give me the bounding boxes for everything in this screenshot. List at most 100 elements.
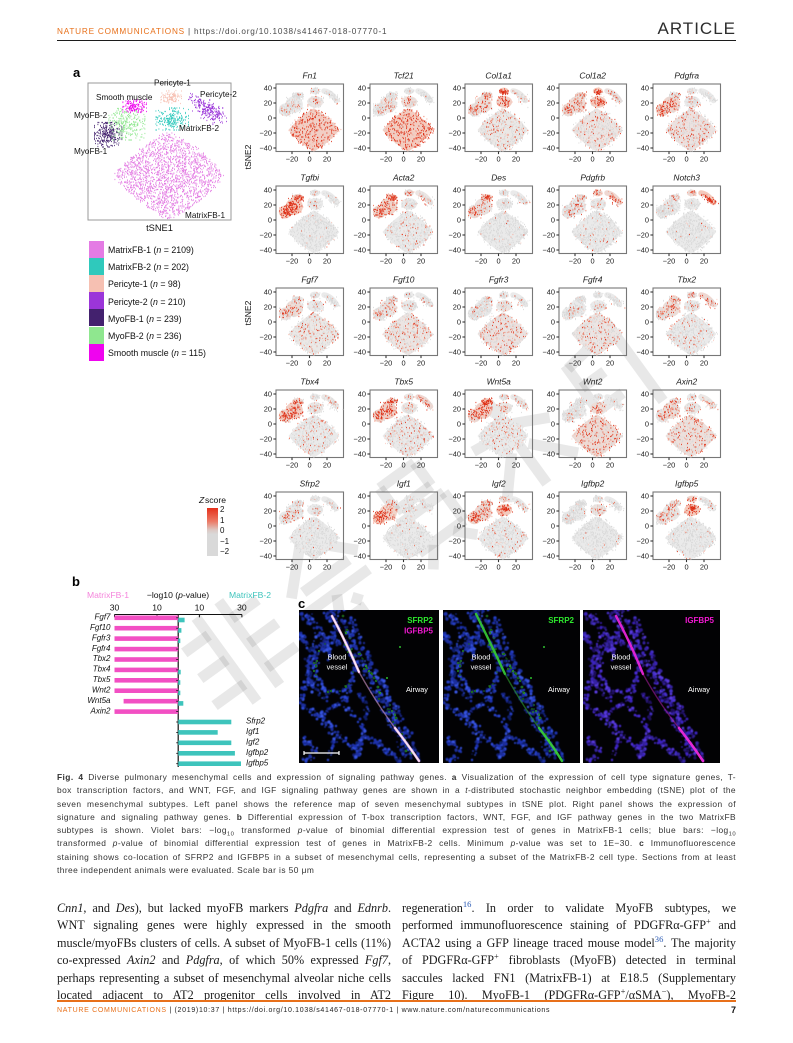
svg-text:−20: −20 (354, 435, 367, 444)
svg-text:−40: −40 (259, 552, 272, 561)
svg-text:20: 20 (606, 257, 614, 266)
svg-text:20: 20 (606, 155, 614, 164)
svg-text:−20: −20 (663, 257, 676, 266)
svg-text:20: 20 (511, 155, 519, 164)
svg-text:40: 40 (641, 186, 649, 195)
svg-text:IGFBP5: IGFBP5 (685, 616, 714, 625)
svg-text:40: 40 (547, 492, 555, 501)
svg-text:0: 0 (402, 359, 406, 368)
svg-text:0: 0 (268, 420, 272, 429)
svg-text:−20: −20 (474, 563, 487, 572)
svg-text:Notch3: Notch3 (673, 173, 700, 183)
svg-text:Pericyte-1: Pericyte-1 (154, 79, 191, 88)
svg-text:−20: −20 (286, 257, 299, 266)
svg-text:20: 20 (641, 303, 649, 312)
svg-text:Igfbp5: Igfbp5 (246, 758, 269, 767)
svg-text:20: 20 (417, 461, 425, 470)
svg-text:−20: −20 (354, 537, 367, 546)
svg-text:−20: −20 (286, 155, 299, 164)
svg-text:20: 20 (323, 461, 331, 470)
svg-text:0: 0 (551, 522, 555, 531)
svg-text:0: 0 (362, 522, 366, 531)
svg-text:Tbx2: Tbx2 (93, 654, 111, 663)
svg-text:0: 0 (590, 461, 594, 470)
svg-text:Col1a2: Col1a2 (579, 71, 606, 81)
svg-text:0: 0 (307, 461, 311, 470)
svg-text:−40: −40 (354, 552, 367, 561)
svg-text:20: 20 (547, 303, 555, 312)
svg-text:0: 0 (456, 318, 460, 327)
svg-text:40: 40 (358, 186, 366, 195)
svg-text:−20: −20 (259, 435, 272, 444)
svg-text:0: 0 (496, 563, 500, 572)
svg-text:20: 20 (452, 507, 460, 516)
svg-text:MatrixFB-2: MatrixFB-2 (179, 124, 219, 133)
svg-text:30: 30 (237, 603, 247, 613)
svg-text:0: 0 (307, 155, 311, 164)
svg-text:−20: −20 (663, 155, 676, 164)
svg-text:20: 20 (606, 359, 614, 368)
svg-text:Igf2: Igf2 (246, 738, 260, 747)
svg-text:40: 40 (641, 390, 649, 399)
svg-text:20: 20 (511, 563, 519, 572)
svg-text:0: 0 (402, 257, 406, 266)
svg-text:−20: −20 (663, 461, 676, 470)
svg-text:0: 0 (362, 114, 366, 123)
svg-text:−20: −20 (568, 359, 581, 368)
svg-text:−20: −20 (474, 359, 487, 368)
svg-text:20: 20 (452, 99, 460, 108)
svg-text:Axin2: Axin2 (675, 377, 697, 387)
svg-text:−20: −20 (568, 563, 581, 572)
svg-text:20: 20 (323, 155, 331, 164)
svg-text:−40: −40 (354, 348, 367, 357)
svg-text:20: 20 (452, 303, 460, 312)
svg-text:20: 20 (358, 405, 366, 414)
svg-text:Blood: Blood (471, 653, 490, 662)
svg-text:20: 20 (264, 303, 272, 312)
svg-text:Wnt5a: Wnt5a (486, 377, 511, 387)
svg-text:Igfbp2: Igfbp2 (581, 479, 605, 489)
svg-text:0: 0 (496, 155, 500, 164)
svg-text:0: 0 (684, 461, 688, 470)
svg-text:Fgfr3: Fgfr3 (488, 275, 508, 285)
svg-text:20: 20 (641, 405, 649, 414)
svg-text:40: 40 (547, 390, 555, 399)
svg-text:0: 0 (551, 318, 555, 327)
svg-text:20: 20 (511, 257, 519, 266)
svg-text:−40: −40 (636, 450, 649, 459)
svg-text:−20: −20 (636, 333, 649, 342)
svg-text:20: 20 (641, 201, 649, 210)
svg-text:20: 20 (417, 563, 425, 572)
svg-text:vessel: vessel (611, 663, 632, 672)
svg-text:Wnt2: Wnt2 (92, 685, 111, 694)
svg-text:−20: −20 (636, 231, 649, 240)
svg-text:0: 0 (456, 522, 460, 531)
svg-text:0: 0 (645, 318, 649, 327)
svg-text:Col1a1: Col1a1 (485, 71, 512, 81)
svg-text:0: 0 (362, 318, 366, 327)
svg-text:0: 0 (362, 420, 366, 429)
svg-text:−20: −20 (286, 461, 299, 470)
svg-text:Tbx5: Tbx5 (395, 377, 414, 387)
svg-text:−20: −20 (636, 435, 649, 444)
svg-text:0: 0 (307, 359, 311, 368)
svg-text:40: 40 (452, 390, 460, 399)
svg-text:20: 20 (358, 201, 366, 210)
svg-text:0: 0 (402, 461, 406, 470)
svg-text:40: 40 (358, 492, 366, 501)
svg-text:40: 40 (264, 492, 272, 501)
svg-text:20: 20 (264, 405, 272, 414)
svg-text:Acta2: Acta2 (392, 173, 415, 183)
svg-text:20: 20 (264, 507, 272, 516)
svg-text:0: 0 (684, 155, 688, 164)
svg-text:0: 0 (590, 155, 594, 164)
svg-text:Fgfr4: Fgfr4 (92, 644, 111, 653)
svg-text:Fn1: Fn1 (302, 71, 316, 81)
svg-text:−20: −20 (448, 333, 461, 342)
svg-text:tSNE1: tSNE1 (146, 223, 173, 233)
svg-text:−40: −40 (636, 552, 649, 561)
svg-text:0: 0 (496, 461, 500, 470)
svg-text:vessel: vessel (470, 663, 491, 672)
svg-text:−40: −40 (448, 246, 461, 255)
svg-text:0: 0 (402, 563, 406, 572)
